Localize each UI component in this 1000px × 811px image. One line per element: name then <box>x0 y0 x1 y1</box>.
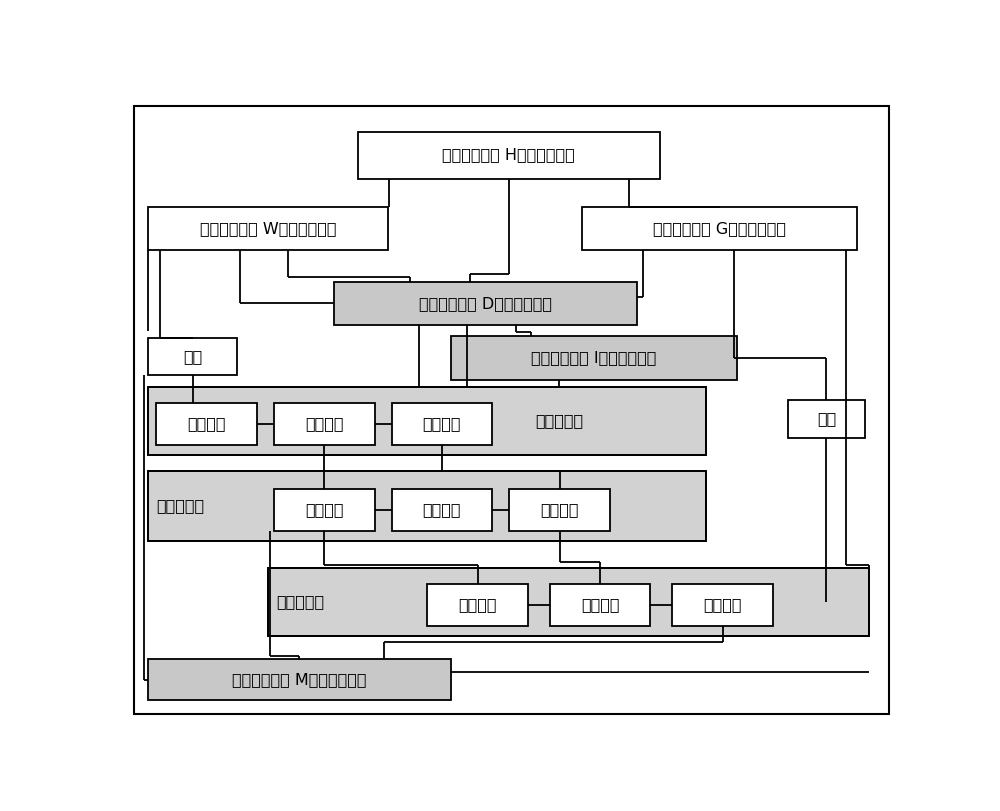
Bar <box>148 387 706 454</box>
Bar <box>358 131 660 178</box>
Bar <box>148 659 450 700</box>
Bar <box>392 403 492 445</box>
Bar <box>450 336 737 380</box>
Bar <box>148 387 706 454</box>
Text: 配置生成: 配置生成 <box>541 503 579 517</box>
Bar <box>274 403 375 445</box>
Text: 外部协调中心 H（或智能体）: 外部协调中心 H（或智能体） <box>442 148 575 162</box>
Bar <box>788 400 865 438</box>
Text: 配置链中游: 配置链中游 <box>156 498 204 513</box>
Text: 积聚能量: 积聚能量 <box>305 416 343 431</box>
Bar <box>148 470 706 541</box>
Text: 系统集成实体 I（或智能体）: 系统集成实体 I（或智能体） <box>531 350 657 365</box>
Bar <box>672 584 773 626</box>
Bar <box>274 489 375 531</box>
Bar <box>392 489 492 531</box>
Bar <box>509 489 610 531</box>
Bar <box>582 207 857 251</box>
Bar <box>156 403 257 445</box>
Text: 维持过程: 维持过程 <box>581 598 619 612</box>
Bar <box>268 569 869 636</box>
Bar <box>148 470 706 541</box>
Bar <box>148 207 388 251</box>
Bar <box>550 584 650 626</box>
Text: 模块生成实体 M（或智能体）: 模块生成实体 M（或智能体） <box>232 672 367 687</box>
Bar <box>268 569 869 636</box>
Text: 终端: 终端 <box>817 411 836 427</box>
Text: 中间资源: 中间资源 <box>305 503 343 517</box>
Text: 资源集聚: 资源集聚 <box>423 416 461 431</box>
Text: 系统运行: 系统运行 <box>458 598 497 612</box>
Text: 始端: 始端 <box>183 349 202 364</box>
Text: 配置链上游: 配置链上游 <box>536 414 584 428</box>
Text: 附属资源: 附属资源 <box>423 503 461 517</box>
Text: 后续活动: 后续活动 <box>703 598 742 612</box>
Text: 配置链下游: 配置链下游 <box>276 594 324 609</box>
Bar <box>334 281 637 325</box>
Bar <box>427 584 528 626</box>
Text: 边界互动群体 G（或智能体）: 边界互动群体 G（或智能体） <box>653 221 786 236</box>
Text: 外部相关群体 W（或智能体）: 外部相关群体 W（或智能体） <box>200 221 337 236</box>
Bar <box>148 337 237 375</box>
Text: 法则设置实体 D（或智能体）: 法则设置实体 D（或智能体） <box>419 296 552 311</box>
Text: 随机搜寻: 随机搜寻 <box>187 416 226 431</box>
